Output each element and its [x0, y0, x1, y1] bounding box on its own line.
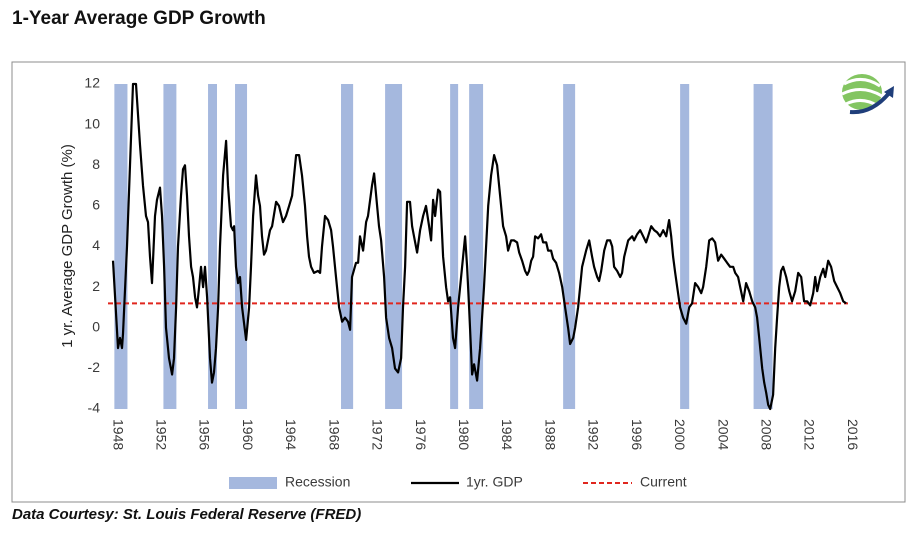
legend-label: Recession	[285, 474, 350, 490]
x-tick-label: 2012	[802, 419, 818, 450]
x-tick-label: 1968	[326, 419, 342, 450]
legend-swatch	[229, 477, 277, 489]
legend-label: Current	[640, 474, 687, 490]
x-tick-label: 1984	[499, 419, 515, 450]
y-tick-label: 8	[92, 156, 100, 172]
legend: Recession 1yr. GDP Current	[229, 474, 687, 490]
y-tick-label: 6	[92, 197, 100, 213]
logo	[841, 74, 894, 115]
x-tick-label: 1964	[283, 419, 299, 450]
x-tick-label: 1972	[370, 419, 386, 450]
y-tick-label: 2	[92, 278, 100, 294]
recession-band	[235, 84, 248, 409]
x-tick-label: 2008	[758, 419, 774, 450]
recession-band	[341, 84, 354, 409]
recession-band	[469, 84, 484, 409]
chart-title: 1-Year Average GDP Growth	[12, 8, 266, 29]
recession-band	[385, 84, 403, 409]
y-tick-label: 12	[84, 75, 100, 91]
x-tick-label: 1996	[629, 419, 645, 450]
source-note: Data Courtesy: St. Louis Federal Reserve…	[12, 506, 361, 523]
recession-band	[680, 84, 690, 409]
gdp-line	[111, 82, 847, 411]
plot-area: -4 -2 0 2 4 6 8 10 12 1948 1952 1956 1960 1964 1968 197…	[84, 75, 860, 451]
y-tick-label: 10	[84, 115, 100, 131]
x-tick-label: 2004	[715, 419, 731, 450]
y-tick-label: 0	[92, 318, 100, 334]
y-tick-label: 4	[92, 237, 100, 253]
x-tick-label: 1948	[110, 419, 126, 450]
recession-band	[208, 84, 218, 409]
x-tick-label: 1960	[240, 419, 256, 450]
x-tick-label: 2000	[672, 419, 688, 450]
legend-label: 1yr. GDP	[466, 474, 523, 490]
x-tick-label: 2016	[845, 419, 861, 450]
recession-band	[753, 84, 773, 409]
x-tick-label: 1988	[542, 419, 558, 450]
recession-band	[114, 84, 128, 409]
y-tick-label: -4	[88, 400, 101, 416]
x-tick-label: 1980	[456, 419, 472, 450]
y-axis-label: 1 yr. Average GDP Growth (%)	[59, 144, 76, 348]
x-tick-label: 1952	[154, 419, 170, 450]
x-tick-label: 1956	[197, 419, 213, 450]
y-tick-label: -2	[88, 359, 101, 375]
recession-band	[563, 84, 576, 409]
recession-band	[450, 84, 459, 409]
x-tick-label: 1992	[586, 419, 602, 450]
x-tick-label: 1976	[413, 419, 429, 450]
